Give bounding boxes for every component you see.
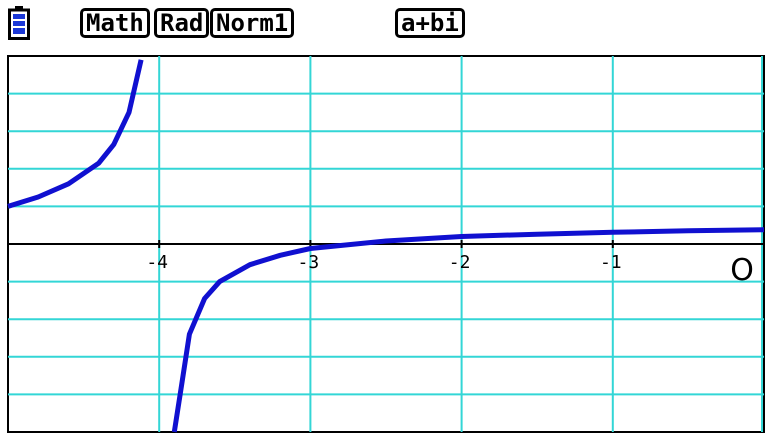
angle-unit-badge: Rad <box>154 8 210 38</box>
graph-curve-branch-2 <box>171 227 765 433</box>
status-bar: Math Rad Norm1 a+bi <box>0 0 770 46</box>
x-tick-label: -3 <box>298 252 320 273</box>
x-tick-label: -1 <box>600 252 622 273</box>
x-tick-label: -4 <box>146 252 168 273</box>
battery-icon <box>8 6 30 40</box>
display-format-badge: Norm1 <box>210 8 295 38</box>
graph-curve-branch-1 <box>7 59 144 209</box>
origin-label: O <box>730 253 754 288</box>
graph-screen[interactable]: -4 -3 -2 -1 O <box>0 46 770 434</box>
complex-mode-badge: a+bi <box>395 8 465 38</box>
math-mode-badge: Math <box>80 8 150 38</box>
x-tick-label: -2 <box>449 252 471 273</box>
graph-plot[interactable]: -4 -3 -2 -1 O <box>0 46 770 434</box>
